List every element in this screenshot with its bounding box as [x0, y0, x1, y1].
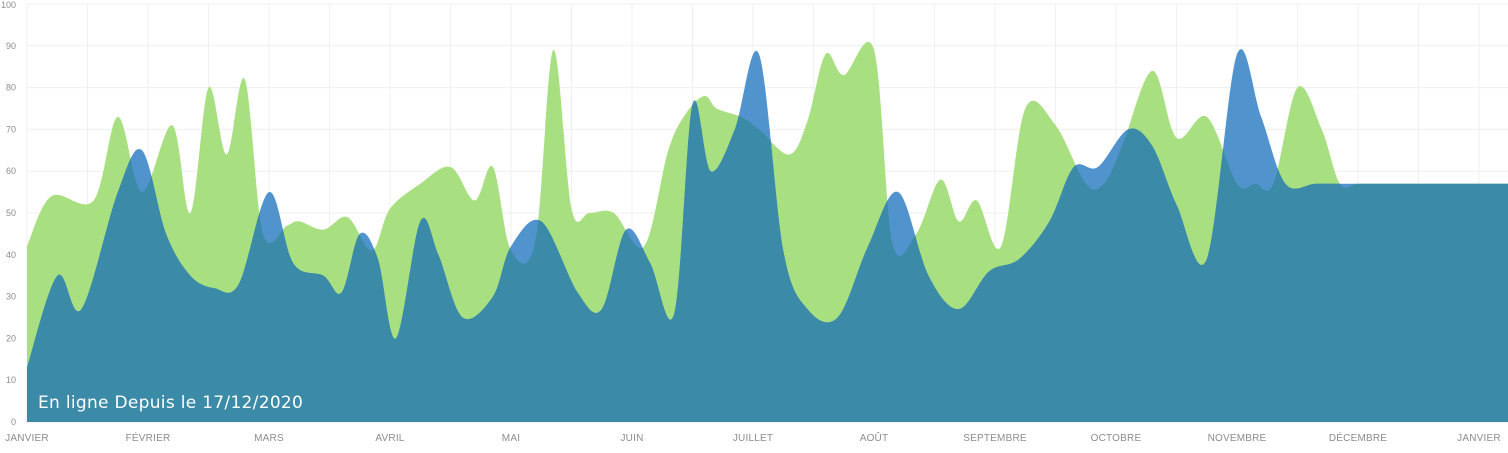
y-tick-label: 10 — [6, 375, 16, 385]
x-tick-label: SEPTEMBRE — [963, 433, 1027, 444]
x-tick-label: JUILLET — [733, 433, 773, 444]
y-tick-label: 50 — [6, 208, 16, 218]
y-tick-label: 70 — [6, 124, 16, 134]
x-tick-label: AVRIL — [375, 433, 404, 444]
x-tick-label: OCTOBRE — [1091, 433, 1142, 444]
y-tick-layer: 0 10 20 30 40 50 60 70 80 90 100 — [1, 0, 16, 427]
chart-annotation: En ligne Depuis le 17/12/2020 — [38, 393, 304, 413]
y-tick-label: 20 — [6, 333, 16, 343]
x-tick-label: JUIN — [620, 433, 643, 444]
y-tick-label: 40 — [6, 250, 16, 260]
x-tick-label: DÉCEMBRE — [1329, 431, 1387, 444]
y-tick-label: 90 — [6, 41, 16, 51]
y-tick-label: 0 — [11, 417, 16, 427]
area-layer — [27, 41, 1508, 422]
y-tick-label: 80 — [6, 83, 16, 93]
x-tick-label: JANVIER — [5, 433, 49, 444]
x-tick-label: FÉVRIER — [126, 431, 171, 444]
y-tick-label: 60 — [6, 166, 16, 176]
x-tick-label: MAI — [502, 433, 520, 444]
y-tick-label: 30 — [6, 292, 16, 302]
y-tick-label: 100 — [1, 0, 16, 10]
x-tick-layer: JANVIER FÉVRIER MARS AVRIL MAI JUIN JUILLET AOÛ… — [5, 431, 1501, 444]
x-tick-label: JANVIER — [1457, 433, 1501, 444]
series-overlap-area — [27, 49, 1508, 422]
x-tick-label: AOÛT — [860, 431, 889, 444]
x-tick-label: NOVEMBRE — [1208, 433, 1267, 444]
x-tick-label: MARS — [254, 433, 284, 444]
